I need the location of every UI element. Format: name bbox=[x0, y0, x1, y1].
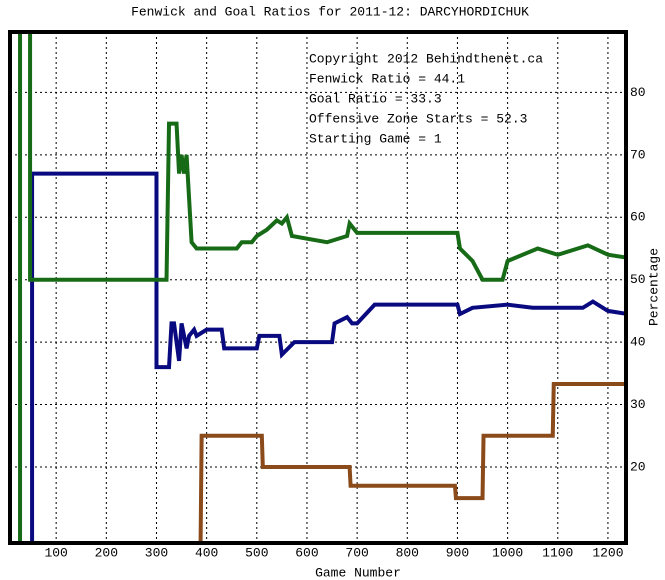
x-tick-label: 1000 bbox=[492, 545, 523, 560]
y-axis-label: Percentage bbox=[646, 248, 661, 326]
series-line bbox=[198, 381, 626, 543]
x-tick-label: 1200 bbox=[592, 545, 623, 560]
x-tick-label: 600 bbox=[295, 545, 318, 560]
grid bbox=[10, 32, 626, 543]
x-tick-label: 500 bbox=[245, 545, 268, 560]
y-tick-label: 20 bbox=[630, 459, 646, 474]
annotation: Copyright 2012 Behindthenet.ca bbox=[309, 51, 543, 66]
x-tick-label: 900 bbox=[446, 545, 469, 560]
x-axis-label: Game Number bbox=[315, 565, 401, 580]
plot-lines bbox=[18, 32, 626, 543]
x-tick-label: 1100 bbox=[542, 545, 573, 560]
y-tick-label: 70 bbox=[630, 147, 646, 162]
series-line bbox=[30, 171, 626, 543]
x-tick-label: 800 bbox=[396, 545, 419, 560]
y-tick-label: 60 bbox=[630, 210, 646, 225]
x-tick-label: 400 bbox=[195, 545, 218, 560]
annotation: Offensive Zone Starts = 52.3 bbox=[309, 111, 527, 126]
x-tick-label: 300 bbox=[145, 545, 168, 560]
annotation: Goal Ratio = 33.3 bbox=[309, 91, 442, 106]
x-tick-label: 200 bbox=[95, 545, 118, 560]
chart-title: Fenwick and Goal Ratios for 2011-12: DAR… bbox=[131, 4, 529, 19]
x-tick-label: 700 bbox=[345, 545, 368, 560]
series-line bbox=[18, 32, 626, 543]
y-tick-label: 80 bbox=[630, 85, 646, 100]
annotation: Fenwick Ratio = 44.1 bbox=[309, 71, 465, 86]
x-tick-label: 100 bbox=[44, 545, 67, 560]
y-tick-label: 30 bbox=[630, 397, 646, 412]
plot-frame bbox=[8, 30, 628, 545]
y-tick-label: 50 bbox=[630, 272, 646, 287]
annotation: Starting Game = 1 bbox=[309, 131, 442, 146]
y-tick-label: 40 bbox=[630, 335, 646, 350]
